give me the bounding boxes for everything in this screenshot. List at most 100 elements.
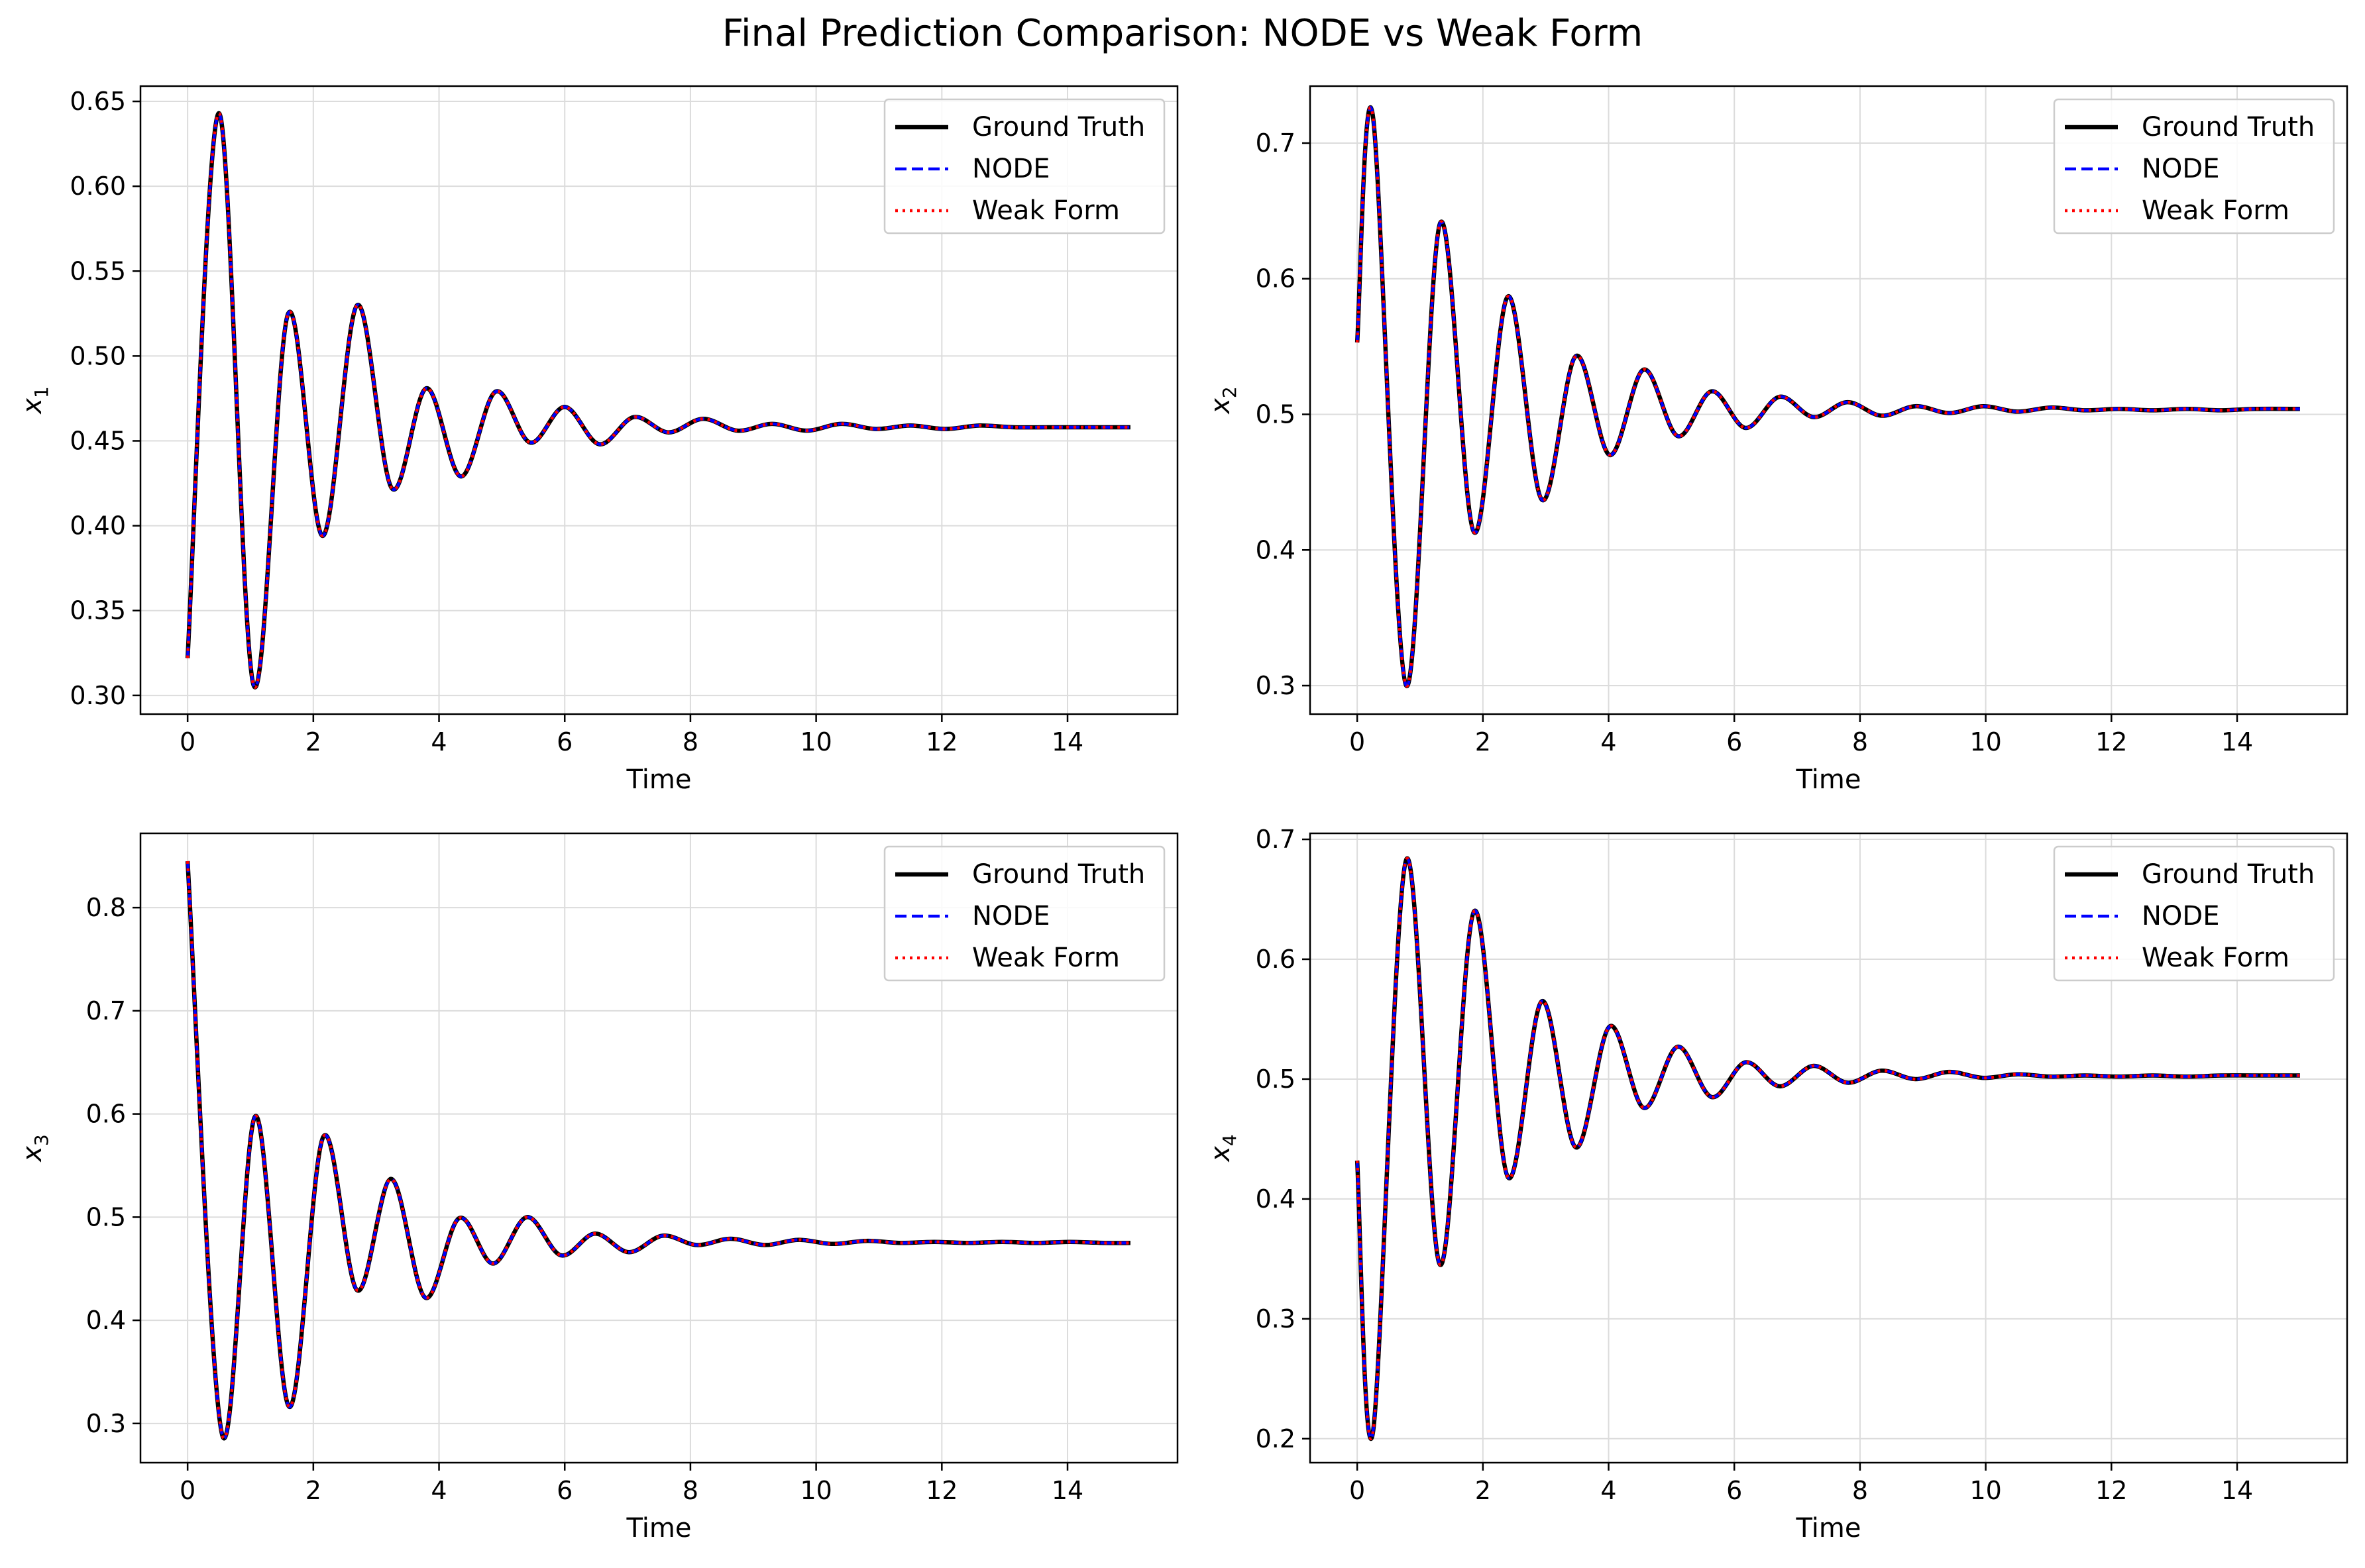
legend: Ground Truth NODE Weak Form	[2053, 98, 2335, 235]
x-tick-label: 4	[1600, 1476, 1616, 1505]
legend-label: NODE	[2142, 901, 2219, 931]
subplot-1: 0 2 4 6 8 10 12 14 0.30 0.35 0.40 0.45 0.50 0.55 0.60 0…	[17, 85, 1179, 795]
y-tick-label: 0.30	[70, 681, 126, 710]
subplot-3: 0 2 4 6 8 10 12 14 0.3 0.4 0.5 0.6 0.7 0.8 Time x3 Groun…	[17, 832, 1179, 1543]
x-tick-label: 14	[1052, 727, 1083, 757]
x-tick-label: 0	[1349, 1476, 1365, 1505]
legend-label: Ground Truth	[972, 859, 1145, 890]
x-tick-label: 14	[2221, 727, 2253, 757]
legend: Ground Truth NODE Weak Form	[2053, 845, 2335, 982]
legend-label: Weak Form	[2142, 943, 2289, 973]
y-tick-label: 0.4	[1256, 535, 1295, 564]
y-tick-label: 0.6	[86, 1100, 126, 1129]
x-axis-label: Time	[1796, 1513, 1861, 1543]
x-tick-label: 0	[180, 727, 195, 757]
x-tick-label: 8	[1852, 1476, 1868, 1505]
legend-label: Ground Truth	[972, 112, 1145, 142]
x-tick-label: 10	[1969, 1476, 2001, 1505]
x-tick-label: 4	[1600, 727, 1616, 757]
x-tick-label: 2	[1475, 727, 1491, 757]
x-axis-label: Time	[1796, 764, 1861, 795]
x-tick-label: 14	[1052, 1476, 1083, 1505]
y-tick-label: 0.3	[1256, 671, 1295, 700]
legend-box	[2053, 845, 2335, 982]
x-tick-label: 4	[431, 727, 447, 757]
series-line-node	[186, 861, 1130, 1440]
y-tick-label: 0.7	[86, 996, 126, 1025]
y-axis-label: x1	[17, 386, 52, 415]
series-line-weak-form	[1355, 106, 2300, 688]
x-tick-label: 10	[800, 727, 832, 757]
y-tick-label: 0.65	[70, 87, 126, 116]
x-tick-label: 10	[1969, 727, 2001, 757]
legend-box	[2053, 98, 2335, 235]
legend: Ground Truth NODE Weak Form	[883, 845, 1166, 982]
y-tick-label: 0.5	[1256, 399, 1295, 429]
x-tick-label: 6	[1726, 1476, 1742, 1505]
x-tick-label: 2	[305, 727, 321, 757]
axes-frame	[1309, 85, 2348, 715]
y-tick-label: 0.2	[1256, 1424, 1295, 1453]
legend-label: Weak Form	[972, 195, 1120, 226]
legend: Ground Truth NODE Weak Form	[883, 98, 1166, 235]
y-axis-label: x3	[17, 1134, 52, 1163]
y-tick-label: 0.3	[86, 1409, 126, 1438]
legend-label: NODE	[2142, 154, 2219, 184]
x-tick-label: 10	[800, 1476, 832, 1505]
legend-label: Weak Form	[2142, 195, 2289, 226]
y-tick-label: 0.4	[86, 1306, 126, 1335]
x-tick-label: 6	[1726, 727, 1742, 757]
x-tick-label: 12	[2095, 727, 2127, 757]
y-tick-label: 0.35	[70, 596, 126, 625]
y-tick-label: 0.45	[70, 426, 126, 455]
y-tick-label: 0.40	[70, 511, 126, 541]
legend-label: Ground Truth	[2142, 859, 2315, 890]
x-tick-label: 12	[2095, 1476, 2127, 1505]
y-tick-label: 0.55	[70, 256, 126, 286]
x-tick-label: 14	[2221, 1476, 2253, 1505]
legend-label: NODE	[972, 154, 1050, 184]
axes-frame	[1309, 832, 2348, 1464]
subplot-4: 0 2 4 6 8 10 12 14 0.2 0.3 0.4 0.5 0.6 0.7 Time x4 Groun…	[1205, 825, 2348, 1543]
x-tick-label: 2	[305, 1476, 321, 1505]
y-tick-label: 0.5	[1256, 1065, 1295, 1094]
y-tick-label: 0.6	[1256, 264, 1295, 293]
x-tick-label: 8	[1852, 727, 1868, 757]
figure-title: Final Prediction Comparison: NODE vs Wea…	[722, 12, 1643, 55]
y-tick-label: 0.3	[1256, 1304, 1295, 1333]
x-tick-label: 8	[683, 1476, 698, 1505]
series-line-weak-form	[186, 111, 1130, 689]
axes-frame	[139, 832, 1179, 1464]
x-tick-label: 2	[1475, 1476, 1491, 1505]
y-tick-label: 0.8	[86, 893, 126, 922]
x-tick-label: 4	[431, 1476, 447, 1505]
legend-label: Weak Form	[972, 943, 1120, 973]
axes-frame	[139, 85, 1179, 715]
y-tick-label: 0.7	[1256, 825, 1295, 854]
x-tick-label: 6	[557, 727, 573, 757]
subplot-2: 0 2 4 6 8 10 12 14 0.3 0.4 0.5 0.6 0.7 Time x2 Ground T…	[1205, 85, 2348, 795]
x-tick-label: 6	[557, 1476, 573, 1505]
legend-label: NODE	[972, 901, 1050, 931]
x-tick-label: 12	[926, 727, 958, 757]
x-axis-label: Time	[626, 1513, 692, 1543]
y-axis-label: x4	[1205, 1134, 1240, 1163]
y-tick-label: 0.5	[86, 1202, 126, 1231]
y-tick-label: 0.50	[70, 341, 126, 370]
x-tick-label: 0	[180, 1476, 195, 1505]
x-axis-label: Time	[626, 764, 692, 795]
legend-box	[883, 98, 1166, 235]
x-tick-label: 12	[926, 1476, 958, 1505]
y-tick-label: 0.60	[70, 172, 126, 201]
x-tick-label: 8	[683, 727, 698, 757]
y-tick-label: 0.4	[1256, 1184, 1295, 1214]
legend-label: Ground Truth	[2142, 112, 2315, 142]
legend-box	[883, 845, 1166, 982]
x-tick-label: 0	[1349, 727, 1365, 757]
series-line-weak-form	[1355, 857, 2300, 1441]
y-tick-label: 0.6	[1256, 945, 1295, 974]
y-axis-label: x2	[1205, 386, 1240, 415]
y-tick-label: 0.7	[1256, 129, 1295, 158]
